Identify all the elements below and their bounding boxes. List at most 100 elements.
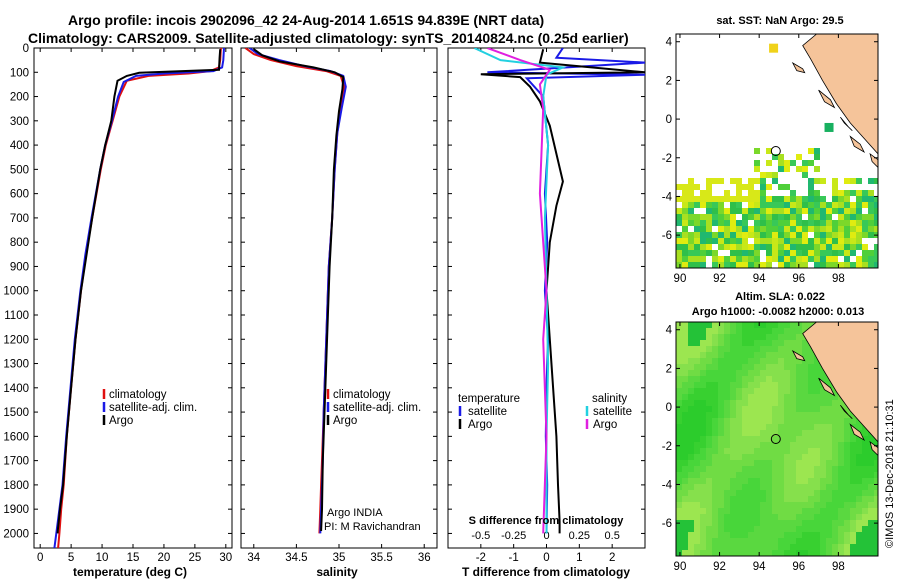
sla-pixel <box>826 454 832 460</box>
sla-pixel <box>736 502 742 508</box>
sla-pixel <box>730 454 736 460</box>
sst-pixel <box>802 256 808 262</box>
sst-pixel <box>769 43 779 53</box>
sst-pixel <box>688 184 694 190</box>
sla-pixel <box>766 472 772 478</box>
sla-pixel <box>742 490 748 496</box>
sla-pixel <box>784 466 790 472</box>
sla-pixel <box>868 520 874 526</box>
sst-pixel <box>700 214 706 220</box>
sst-pixel <box>778 202 784 208</box>
sla-pixel <box>706 478 712 484</box>
sla-pixel <box>718 334 724 340</box>
sla-pixel <box>838 448 844 454</box>
sst-pixel <box>718 244 724 250</box>
sst-pixel <box>760 184 766 190</box>
sla-pixel <box>808 382 814 388</box>
legend-label: Argo <box>593 419 617 431</box>
sst-pixel <box>694 226 700 232</box>
sst-pixel <box>874 202 878 208</box>
sla-pixel <box>814 376 820 382</box>
sla-pixel <box>688 358 694 364</box>
sla-pixel <box>748 472 754 478</box>
sla-pixel <box>736 496 742 502</box>
sla-pixel <box>814 520 820 526</box>
sla-pixel <box>766 520 772 526</box>
sla-pixel <box>736 520 742 526</box>
sla-pixel <box>784 376 790 382</box>
sla-pixel <box>694 328 700 334</box>
sla-pixel <box>730 436 736 442</box>
sla-pixel <box>838 550 844 556</box>
sla-pixel <box>850 448 856 454</box>
sla-pixel <box>724 514 730 520</box>
sst-pixel <box>730 226 736 232</box>
sla-pixel <box>850 460 856 466</box>
x-tick-label: 94 <box>753 561 766 573</box>
sst-pixel <box>844 196 850 202</box>
sla-pixel <box>814 406 820 412</box>
sst-pixel <box>712 238 718 244</box>
sst-pixel <box>736 196 742 202</box>
sla-pixel <box>766 436 772 442</box>
sla-pixel <box>874 442 878 448</box>
sla-pixel <box>706 508 712 514</box>
sla-pixel <box>706 472 712 478</box>
sst-pixel <box>820 226 826 232</box>
sla-pixel <box>862 550 868 556</box>
sla-pixel <box>700 532 706 538</box>
sla-pixel <box>706 502 712 508</box>
sla-pixel <box>688 328 694 334</box>
sla-pixel <box>730 508 736 514</box>
sla-pixel <box>790 340 796 346</box>
sst-pixel <box>808 220 814 226</box>
sla-pixel <box>832 520 838 526</box>
sla-pixel <box>718 472 724 478</box>
sst-pixel <box>856 220 862 226</box>
sla-pixel <box>712 376 718 382</box>
sst-pixel <box>838 190 844 196</box>
sla-pixel <box>718 400 724 406</box>
sla-pixel <box>862 508 868 514</box>
sst-pixel <box>724 232 730 238</box>
sla-pixel <box>730 484 736 490</box>
sst-pixel <box>688 244 694 250</box>
sla-pixel <box>748 370 754 376</box>
sla-pixel <box>748 418 754 424</box>
sla-pixel <box>790 394 796 400</box>
sst-pixel <box>694 196 700 202</box>
sla-pixel <box>796 520 802 526</box>
sla-pixel <box>862 460 868 466</box>
sla-pixel <box>700 496 706 502</box>
sla-pixel <box>706 346 712 352</box>
sst-pixel <box>742 196 748 202</box>
sla-pixel <box>748 508 754 514</box>
island <box>849 423 866 442</box>
sla-pixel <box>730 352 736 358</box>
sla-pixel <box>730 478 736 484</box>
sla-pixel <box>694 424 700 430</box>
sla-pixel <box>844 442 850 448</box>
sla-pixel <box>700 424 706 430</box>
sla-pixel <box>802 430 808 436</box>
sla-pixel <box>838 430 844 436</box>
sst-pixel <box>760 190 766 196</box>
sst-pixel <box>688 256 694 262</box>
sla-pixel <box>682 364 688 370</box>
sla-pixel <box>778 376 784 382</box>
sla-pixel <box>772 322 778 328</box>
sla-pixel <box>784 364 790 370</box>
sla-pixel <box>754 400 760 406</box>
y-tick-label: 500 <box>10 164 29 176</box>
sla-pixel <box>772 442 778 448</box>
sla-pixel <box>856 526 862 532</box>
sla-pixel <box>862 448 868 454</box>
sla-pixel <box>784 526 790 532</box>
sla-pixel <box>778 418 784 424</box>
sla-pixel <box>754 478 760 484</box>
sst-pixel <box>814 232 820 238</box>
sst-pixel <box>824 122 834 132</box>
sla-pixel <box>808 490 814 496</box>
sla-pixel <box>838 484 844 490</box>
sla-pixel <box>724 364 730 370</box>
